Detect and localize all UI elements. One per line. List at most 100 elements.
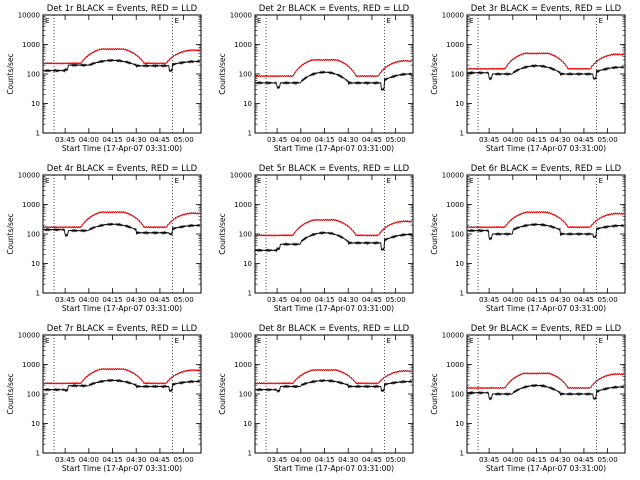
x-tick-label: 04:30 [126, 456, 146, 464]
x-tick-label: 04:15 [102, 296, 122, 304]
x-axis-label: Start Time (17-Apr-07 03:31:00) [274, 144, 394, 153]
series-events-line [254, 230, 413, 253]
series-events-line [42, 222, 201, 238]
plot-frame [42, 334, 202, 454]
series-events-line [42, 58, 201, 73]
x-tick-label: 05:00 [174, 296, 194, 304]
marker-label-right: E [599, 17, 603, 25]
x-tick-label: 04:00 [503, 456, 523, 464]
x-tick-label: 03:45 [267, 456, 287, 464]
x-axis-label: Start Time (17-Apr-07 03:31:00) [274, 304, 394, 313]
y-tick-label: 10000 [442, 332, 464, 340]
panel-det-2: Det 2r BLACK = Events, RED = LLD 1 10 100 10… [218, 4, 414, 153]
x-tick-label: 03:45 [55, 136, 75, 144]
y-axis-label: Counts/sec [6, 373, 15, 414]
y-tick-label: 10000 [230, 332, 252, 340]
y-tick-label: 1 [36, 450, 40, 458]
marker-label-right: E [387, 17, 391, 25]
y-tick-label: 1 [460, 130, 464, 138]
y-tick-label: 1000 [446, 201, 464, 209]
series-events-line [466, 383, 625, 401]
x-tick-label: 04:00 [79, 136, 99, 144]
y-tick-label: 1 [460, 290, 464, 298]
y-tick-label: 100 [27, 71, 40, 79]
x-tick-label: 05:00 [386, 136, 406, 144]
y-tick-label: 10 [455, 100, 464, 108]
series-lld-line [466, 52, 625, 71]
plot-frame [254, 334, 414, 454]
x-tick-label: 04:00 [79, 456, 99, 464]
panel-title: Det 6r BLACK = Events, RED = LLD [471, 164, 622, 174]
x-axis-label: Start Time (17-Apr-07 03:31:00) [62, 144, 182, 153]
panel-title: Det 4r BLACK = Events, RED = LLD [47, 164, 198, 174]
panel-det-5: Det 5r BLACK = Events, RED = LLD 1 10 100 10… [218, 164, 414, 313]
x-tick-label: 04:15 [102, 456, 122, 464]
marker-label-left: E [469, 337, 473, 345]
x-axis-label: Start Time (17-Apr-07 03:31:00) [486, 304, 606, 313]
x-tick-label: 04:00 [503, 296, 523, 304]
y-axis-label: Counts/sec [6, 53, 15, 94]
y-tick-label: 100 [27, 231, 40, 239]
panel-title: Det 9r BLACK = Events, RED = LLD [471, 324, 622, 334]
x-tick-label: 03:45 [479, 136, 499, 144]
x-tick-label: 04:00 [291, 136, 311, 144]
x-tick-label: 04:15 [526, 296, 546, 304]
series-lld-line [42, 47, 201, 65]
panel-title: Det 1r BLACK = Events, RED = LLD [47, 4, 198, 14]
y-tick-label: 1000 [234, 201, 252, 209]
x-tick-label: 04:45 [150, 456, 170, 464]
panel-det-6: Det 6r BLACK = Events, RED = LLD 1 10 100 10… [430, 164, 626, 313]
x-tick-label: 04:00 [79, 296, 99, 304]
y-tick-label: 10 [243, 420, 252, 428]
x-tick-label: 05:00 [598, 136, 618, 144]
panel-det-8: Det 8r BLACK = Events, RED = LLD 1 10 100 10… [218, 324, 414, 473]
series-lld-line [254, 218, 413, 237]
y-tick-label: 100 [451, 231, 464, 239]
x-tick-label: 04:30 [550, 456, 570, 464]
x-tick-label: 04:30 [550, 296, 570, 304]
y-tick-label: 10 [243, 100, 252, 108]
marker-label-left: E [257, 177, 261, 185]
y-tick-label: 1000 [234, 361, 252, 369]
marker-label-left: E [45, 177, 49, 185]
y-tick-label: 100 [239, 231, 252, 239]
x-tick-label: 04:30 [338, 296, 358, 304]
y-tick-label: 1 [36, 290, 40, 298]
plot-frame [42, 14, 202, 134]
y-axis-label: Counts/sec [430, 53, 439, 94]
y-tick-label: 1 [460, 450, 464, 458]
x-axis-label: Start Time (17-Apr-07 03:31:00) [274, 464, 394, 473]
x-tick-label: 05:00 [598, 296, 618, 304]
x-tick-label: 04:30 [126, 296, 146, 304]
marker-label-left: E [469, 177, 473, 185]
x-axis-label: Start Time (17-Apr-07 03:31:00) [62, 304, 182, 313]
x-tick-label: 04:45 [574, 456, 594, 464]
x-tick-label: 04:30 [338, 456, 358, 464]
plot-frame [466, 334, 626, 454]
y-axis-label: Counts/sec [218, 213, 227, 254]
series-lld-line [42, 367, 201, 385]
x-axis-label: Start Time (17-Apr-07 03:31:00) [62, 464, 182, 473]
x-tick-label: 04:15 [314, 456, 334, 464]
y-axis-label: Counts/sec [430, 373, 439, 414]
y-tick-label: 10 [31, 260, 40, 268]
x-tick-label: 04:45 [362, 136, 382, 144]
panel-det-3: Det 3r BLACK = Events, RED = LLD 1 10 100 10… [430, 4, 626, 153]
x-tick-label: 05:00 [598, 456, 618, 464]
y-tick-label: 1000 [446, 41, 464, 49]
series-events-line [466, 63, 625, 81]
panel-title: Det 2r BLACK = Events, RED = LLD [259, 4, 410, 14]
y-axis-label: Counts/sec [430, 213, 439, 254]
series-events-line [254, 378, 413, 393]
x-tick-label: 04:45 [362, 296, 382, 304]
marker-label-right: E [387, 177, 391, 185]
marker-label-right: E [175, 177, 179, 185]
marker-label-left: E [257, 17, 261, 25]
x-tick-label: 04:15 [314, 136, 334, 144]
marker-label-right: E [175, 337, 179, 345]
x-tick-label: 03:45 [267, 136, 287, 144]
x-tick-label: 03:45 [267, 296, 287, 304]
x-tick-label: 04:00 [291, 456, 311, 464]
y-tick-label: 1000 [446, 361, 464, 369]
